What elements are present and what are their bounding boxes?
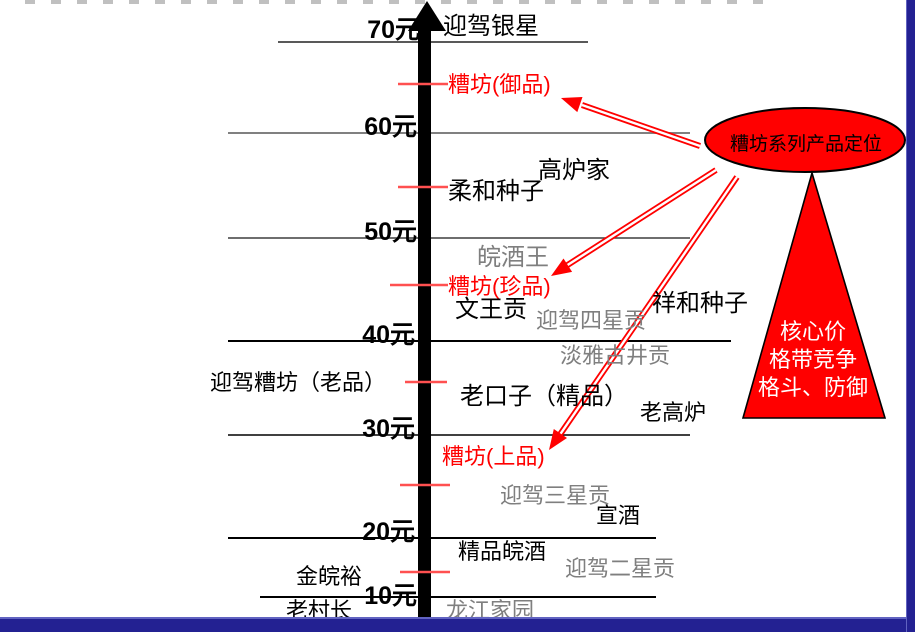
core-price-band-line2: 格带竞争 (768, 347, 857, 372)
callout-arrow-zhenpin (551, 167, 718, 276)
slide-right-border (906, 0, 915, 632)
axis-tick-20: 20元 (362, 518, 415, 546)
axis-tick-30: 30元 (362, 415, 415, 443)
product-label-danya-gujinggong: 淡雅古井贡 (560, 343, 671, 368)
product-label-laocunzhang: 老村长 (286, 598, 353, 623)
axis-tick-60: 60元 (364, 113, 417, 141)
product-label-zaofang-zhenpin: 糟坊(珍品) (448, 274, 551, 299)
core-price-band-line1: 核心价 (779, 319, 846, 344)
product-label-laogaolu: 老高炉 (640, 400, 707, 425)
product-label-xianghe-zhongzi: 祥和种子 (652, 290, 748, 317)
product-label-wanjiuwang: 皖酒王 (477, 244, 549, 271)
product-label-zaofang-shangpin: 糟坊(上品) (442, 444, 545, 469)
product-label-zaofang-yupin: 糟坊(御品) (448, 72, 551, 97)
red-tick-marks (390, 82, 450, 574)
positioning-ellipse (704, 107, 906, 173)
product-label-wenwanggong: 文王贡 (455, 296, 527, 323)
core-price-band-line3: 格斗、防御 (757, 375, 868, 400)
core-price-band-label: 核心价 格带竞争 格斗、防御 (737, 318, 889, 402)
product-label-rouhe-zhongzi: 柔和种子 (448, 178, 544, 205)
clipped-text-fragment (25, 0, 770, 4)
product-label-gaolujia: 高炉家 (538, 157, 610, 184)
product-label-longjiang-jiayuan: 龙江家园 (446, 598, 535, 623)
positioning-ellipse-label: 糟坊系列产品定位 (729, 134, 882, 155)
axis-tick-10: 10元 (364, 582, 417, 610)
axis-tick-70: 70元 (367, 16, 420, 44)
product-label-xuanjiu: 宣酒 (596, 503, 641, 528)
axis-tick-50: 50元 (364, 218, 417, 246)
product-label-yingjia-zaofang-laopin: 迎驾糟坊（老品） (210, 370, 387, 395)
product-label-yingjia-yinxing: 迎驾银星 (443, 13, 539, 40)
slide-bottom-border (0, 617, 915, 632)
product-label-jinwanyu: 金皖裕 (296, 564, 363, 589)
product-label-jingpin-wanjiu: 精品皖酒 (458, 539, 547, 564)
product-label-yingjia-erxing: 迎驾二星贡 (565, 556, 676, 581)
core-price-band-triangle (741, 170, 887, 419)
callout-arrow-shangpin (549, 175, 740, 450)
product-label-yingjia-sanxing: 迎驾三星贡 (500, 483, 611, 508)
product-label-yingjia-sixing: 迎驾四星贡 (536, 308, 647, 333)
axis-tick-40: 40元 (362, 321, 415, 349)
product-label-laokouzi: 老口子（精品） (460, 383, 628, 410)
price-axis-arrow (408, 1, 446, 619)
callout-arrow-yupin (561, 97, 701, 149)
